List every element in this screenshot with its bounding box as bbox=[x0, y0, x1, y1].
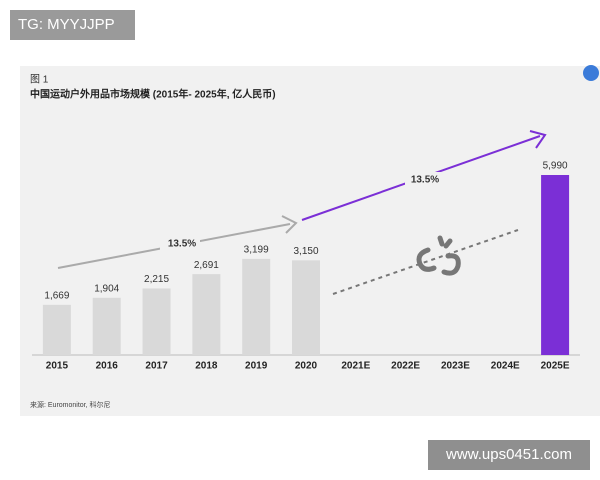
watermark-box bbox=[428, 440, 590, 470]
broken-link-icon bbox=[416, 235, 461, 276]
corner-icon bbox=[583, 65, 599, 81]
x-tick-label: 2017 bbox=[145, 361, 168, 372]
bar bbox=[541, 175, 570, 355]
bar bbox=[292, 260, 320, 355]
arrow-head bbox=[529, 130, 547, 149]
arrow-head bbox=[281, 215, 298, 234]
dashed-trend bbox=[332, 229, 519, 295]
chart-panel bbox=[20, 66, 600, 416]
value-label: 3,150 bbox=[293, 246, 318, 257]
x-tick-label: 2018 bbox=[195, 361, 218, 372]
tag-text: TG: MYYJJPP bbox=[18, 16, 115, 33]
source: 来源: Euromonitor, 科尔尼 bbox=[30, 400, 111, 409]
x-tick-label: 2024E bbox=[491, 361, 520, 372]
annotation-bg bbox=[160, 236, 200, 252]
growth-label: 13.5% bbox=[168, 239, 196, 250]
x-tick-label: 2021E bbox=[341, 361, 370, 372]
growth-label: 13.5% bbox=[411, 175, 439, 186]
x-tick-label: 2015 bbox=[46, 361, 69, 372]
value-label: 1,669 bbox=[44, 290, 69, 301]
value-label: 5,990 bbox=[543, 161, 568, 172]
bar bbox=[92, 297, 121, 355]
tag-box bbox=[10, 10, 135, 40]
annotation-bg bbox=[405, 172, 445, 188]
chart-label: 图 1 bbox=[30, 74, 49, 86]
bar bbox=[142, 288, 171, 355]
x-tick-label: 2019 bbox=[245, 361, 268, 372]
chart-title: 中国运动户外用品市场规模 (2015年- 2025年, 亿人民币) bbox=[30, 88, 276, 101]
x-tick-label: 2022E bbox=[391, 361, 420, 372]
x-tick-label: 2020 bbox=[295, 361, 318, 372]
bar bbox=[242, 258, 271, 355]
x-tick-label: 2016 bbox=[96, 361, 119, 372]
value-label: 2,215 bbox=[144, 274, 169, 285]
value-label: 3,199 bbox=[244, 245, 269, 256]
value-label: 1,904 bbox=[94, 283, 119, 294]
x-tick-label: 2025E bbox=[541, 361, 570, 372]
bar bbox=[42, 304, 71, 355]
x-tick-label: 2023E bbox=[441, 361, 470, 372]
value-label: 2,691 bbox=[194, 260, 219, 271]
watermark: www.ups0451.com bbox=[445, 446, 572, 463]
bar bbox=[192, 274, 221, 355]
